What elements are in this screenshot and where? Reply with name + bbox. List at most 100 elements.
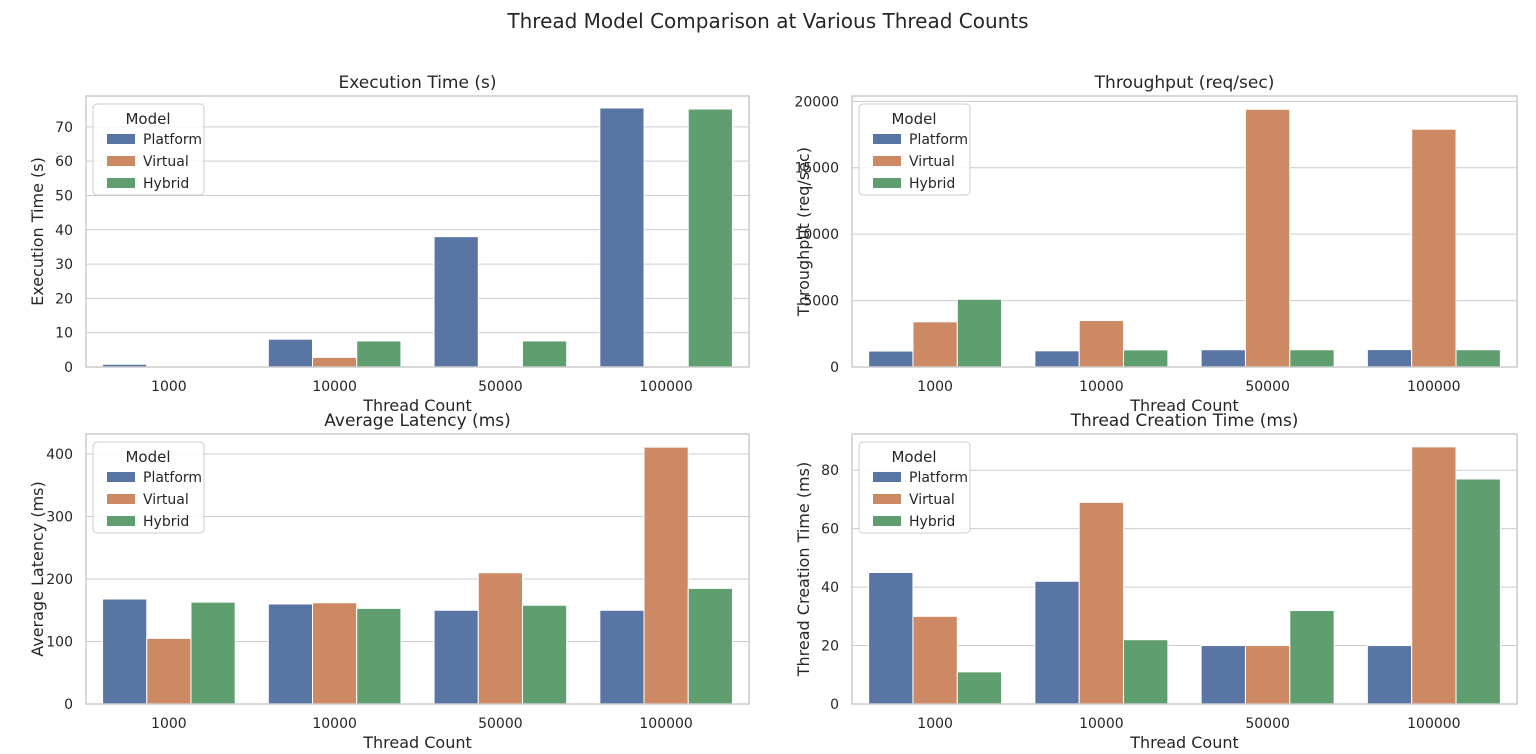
legend: Model Platform Virtual Hybrid [92,441,205,534]
bar-platform [1366,645,1413,705]
y-tick-label: 70 [55,120,73,136]
y-axis-label: Average Latency (ms) [28,481,47,657]
legend-title: Model [891,448,936,466]
subplot-2: 0 5000 10000 15000 20000 1000 10000 50000 100000… [794,73,1518,415]
legend-label: Hybrid [143,176,189,192]
y-tick-label: 5000 [803,294,839,310]
bar-virtual [312,602,358,705]
legend-label: Hybrid [909,514,955,530]
bar-virtual [1411,446,1457,705]
legend-swatch-platform [107,472,135,482]
bar-virtual [1411,128,1457,368]
subplot-4: 0 20 40 60 80 1000 10000 50000 100000 Thread Crea… [794,411,1518,752]
bar-hybrid [956,671,1003,705]
x-tick-label: 1000 [917,716,953,732]
bar-hybrid [1123,349,1169,368]
bar-platform [868,350,914,368]
y-tick-label: 200 [46,572,73,588]
x-tick-label: 1000 [151,716,187,732]
legend-label: Platform [143,132,202,148]
y-axis-label: Execution Time (s) [28,157,47,306]
x-tick-label: 50000 [478,379,523,395]
y-tick-label: 40 [821,580,839,596]
bar-hybrid [1123,639,1169,705]
legend-swatch-hybrid [873,516,901,526]
bar-platform [267,338,314,368]
x-axis-label: Thread Count [362,396,472,415]
y-tick-label: 60 [55,154,73,170]
legend-box [858,103,971,196]
legend-swatch-virtual [107,494,135,504]
legend-label: Platform [143,470,202,486]
legend-box [92,103,205,196]
bar-virtual [477,572,523,705]
plot-frame [85,95,750,368]
legend-swatch-platform [873,472,901,482]
bar-hybrid [521,340,568,368]
bar-virtual [912,321,958,368]
legend-swatch-hybrid [107,516,135,526]
bar-virtual [146,637,192,705]
y-axis-label: Throughput (req/sec) [794,147,813,317]
legend: Model Platform Virtual Hybrid [92,103,205,196]
legend-label: Platform [909,470,968,486]
bar-virtual [312,356,358,368]
y-tick-label: 0 [64,360,73,376]
x-tick-label: 50000 [1245,716,1290,732]
legend-swatch-virtual [873,156,901,166]
legend-box [92,441,205,534]
legend-label: Virtual [143,492,189,508]
x-axis-label: Thread Count [362,733,472,752]
bar-hybrid [356,607,402,705]
x-tick-label: 100000 [1407,379,1460,395]
subplot-3: 0 100 200 300 400 1000 10000 50000 100000 Average… [28,411,750,752]
plot-frame [85,433,750,705]
legend: Model Platform Virtual Hybrid [858,441,971,534]
y-tick-label: 0 [830,360,839,376]
bar-platform [1200,645,1246,705]
subplot-title: Average Latency (ms) [324,411,511,431]
y-tick-label: 0 [830,697,839,713]
y-tick-label: 0 [64,697,73,713]
bar-hybrid [521,604,568,705]
bar-platform [267,603,314,705]
legend-label: Hybrid [909,176,955,192]
bar-platform [1034,350,1080,368]
x-tick-label: 1000 [151,379,187,395]
legend-swatch-virtual [873,494,901,504]
y-tick-label: 20 [55,291,73,307]
x-tick-label: 10000 [312,379,357,395]
legend-swatch-platform [107,134,135,144]
y-tick-label: 10000 [794,227,839,243]
y-tick-label: 20000 [794,94,839,110]
bar-virtual [912,615,958,705]
x-tick-label: 1000 [917,379,953,395]
bar-hybrid [1455,349,1501,368]
legend-label: Virtual [909,492,955,508]
bar-platform [433,236,479,368]
y-tick-label: 300 [46,510,73,526]
subplot-1: 0 10 20 30 40 50 60 70 1000 10000 50000 100000 Execu… [28,73,750,415]
x-tick-label: 100000 [1407,716,1460,732]
x-axis-label: Thread Count [1129,396,1239,415]
x-tick-label: 100000 [639,716,692,732]
bar-hybrid [956,298,1003,368]
bar-virtual [1244,645,1291,705]
plot-frame [851,95,1518,368]
y-tick-label: 15000 [794,161,839,177]
bar-platform [599,609,645,705]
bar-hybrid [1455,478,1501,705]
legend-label: Platform [909,132,968,148]
bar-virtual [643,446,689,705]
x-tick-label: 50000 [1245,379,1290,395]
bar-platform [433,609,479,705]
legend-swatch-hybrid [107,178,135,188]
bar-hybrid [356,340,402,368]
bar-platform [1366,349,1413,368]
bar-virtual [1078,320,1125,368]
y-axis-label: Thread Creation Time (ms) [794,462,813,677]
y-tick-label: 400 [46,447,73,463]
y-tick-label: 80 [821,463,839,479]
x-axis-label: Thread Count [1129,733,1239,752]
legend-title: Model [891,110,936,128]
